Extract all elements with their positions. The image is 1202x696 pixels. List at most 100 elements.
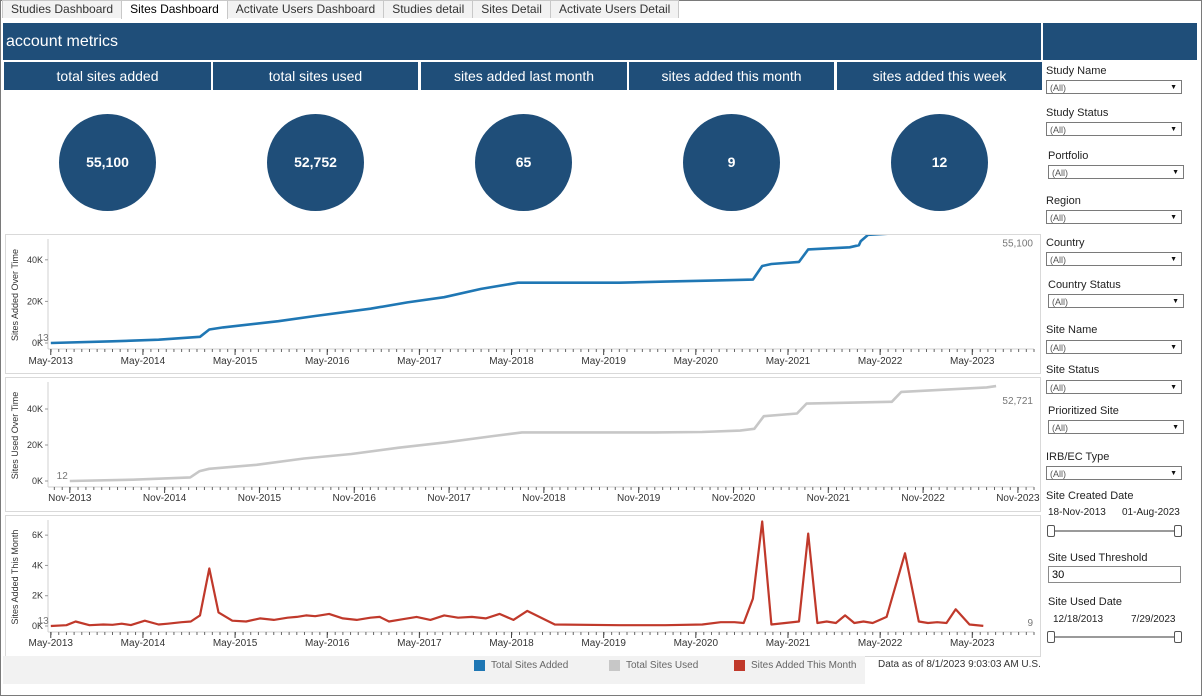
x-tick-label: Nov-2023 [996, 493, 1040, 504]
x-tick-label: May-2021 [766, 638, 811, 649]
chevron-down-icon: ▼ [1172, 298, 1179, 305]
site-used-date-end: 7/29/2023 [1131, 614, 1176, 625]
tab-activate-users-detail[interactable]: Activate Users Detail [549, 0, 680, 18]
x-tick-label: May-2013 [29, 638, 74, 649]
series-line [50, 235, 888, 345]
filter-label-region: Region [1046, 195, 1081, 207]
x-tick-label: Nov-2018 [522, 493, 566, 504]
tab-studies-dashboard[interactable]: Studies Dashboard [2, 0, 123, 18]
filter-select-study-name[interactable]: (All) ▼ [1046, 80, 1182, 94]
filter-label-study-status: Study Status [1046, 107, 1109, 119]
filter-label-study-name: Study Name [1046, 65, 1107, 77]
start-value-label: 12 [57, 471, 69, 482]
chevron-down-icon: ▼ [1170, 344, 1177, 351]
start-value-label: 13 [38, 333, 50, 344]
filter-select-site-status[interactable]: (All) ▼ [1046, 380, 1182, 394]
sites-added-over-time-chart: 0K 20K 40K Sites Added Over Time May-2013 May… [5, 234, 1041, 374]
site-used-date-slider-start-handle[interactable] [1047, 631, 1055, 643]
filter-select-irb-ec-type[interactable]: (All) ▼ [1046, 466, 1182, 480]
filter-select-portfolio[interactable]: (All) ▼ [1048, 165, 1184, 179]
filter-select-prioritized-site[interactable]: (All) ▼ [1048, 420, 1184, 434]
y-tick-label: 0K [32, 476, 43, 486]
x-tick-label: Nov-2016 [333, 493, 377, 504]
site-used-date-slider-track[interactable] [1051, 636, 1180, 638]
kpi-label-sites-added-this-month: sites added this month [629, 62, 834, 90]
x-tick-label: May-2018 [489, 356, 534, 367]
chevron-down-icon: ▼ [1172, 424, 1179, 431]
site-created-date-start: 18-Nov-2013 [1048, 507, 1106, 518]
kpi-label-sites-added-last-month: sites added last month [421, 62, 627, 90]
legend-item-sites-added-this-month[interactable]: Sites Added This Month [734, 660, 856, 671]
kpi-label-total-sites-used: total sites used [213, 62, 418, 90]
site-created-date-slider-start-handle[interactable] [1047, 525, 1055, 537]
site-used-date-slider-end-handle[interactable] [1174, 631, 1182, 643]
site-created-date-end: 01-Aug-2023 [1122, 507, 1180, 518]
x-tick-label: Nov-2014 [143, 493, 187, 504]
legend-item-total-sites-used[interactable]: Total Sites Used [609, 660, 698, 671]
y-tick-label: 0K [32, 621, 43, 631]
legend-label-sites-added-this-month: Sites Added This Month [751, 660, 857, 671]
site-used-threshold-input[interactable]: 30 [1048, 566, 1181, 583]
tab-activate-users-dashboard[interactable]: Activate Users Dashboard [226, 0, 385, 18]
tab-sites-detail[interactable]: Sites Detail [472, 0, 551, 18]
y-tick-label: 6K [32, 530, 43, 540]
x-tick-label: May-2015 [213, 356, 258, 367]
tab-sites-dashboard[interactable]: Sites Dashboard [121, 0, 228, 19]
filter-value-study-name: (All) [1050, 83, 1066, 93]
filter-value-country: (All) [1050, 255, 1066, 265]
chevron-down-icon: ▼ [1170, 384, 1177, 391]
y-axis-title: Sites Used Over Time [10, 392, 20, 480]
filter-value-study-status: (All) [1050, 125, 1066, 135]
x-tick-label: May-2022 [858, 356, 903, 367]
series-line [69, 384, 997, 483]
x-tick-label: May-2020 [674, 638, 719, 649]
site-created-date-slider-track[interactable] [1051, 530, 1180, 532]
x-tick-label: May-2017 [397, 356, 442, 367]
filter-label-site-name: Site Name [1046, 324, 1098, 336]
chevron-down-icon: ▼ [1172, 169, 1179, 176]
filter-label-country-status: Country Status [1048, 279, 1121, 291]
filter-value-site-name: (All) [1050, 343, 1066, 353]
series-line [50, 520, 984, 628]
sites-added-this-month-svg: 0K 2K 4K 6K Sites Added This Month May-2013 Ma… [10, 520, 1035, 649]
filter-value-site-status: (All) [1050, 383, 1066, 393]
end-value-label: 55,100 [1002, 238, 1033, 249]
filter-label-portfolio: Portfolio [1048, 150, 1089, 162]
x-tick-label: May-2015 [213, 638, 258, 649]
legend-swatch-blue [474, 660, 485, 671]
sites-used-over-time-svg: 0K 20K 40K Sites Used Over Time Nov-2013 Nov-… [10, 382, 1040, 504]
legend-item-total-sites-added[interactable]: Total Sites Added [474, 660, 568, 671]
chevron-down-icon: ▼ [1170, 214, 1177, 221]
x-tick-label: May-2016 [305, 356, 350, 367]
tab-strip: Studies Dashboard Sites Dashboard Activa… [2, 0, 680, 19]
legend-label-total-sites-added: Total Sites Added [491, 660, 569, 671]
filter-label-country: Country [1046, 237, 1085, 249]
header-banner: account metrics [3, 23, 1041, 60]
kpi-label-total-sites-added: total sites added [4, 62, 211, 90]
x-tick-label: Nov-2022 [901, 493, 945, 504]
x-tick-label: Nov-2021 [807, 493, 851, 504]
filter-select-country-status[interactable]: (All) ▼ [1048, 294, 1184, 308]
kpi-value-sites-added-this-month: 9 [683, 114, 780, 211]
filter-select-site-name[interactable]: (All) ▼ [1046, 340, 1182, 354]
x-tick-label: May-2022 [858, 638, 903, 649]
filter-select-region[interactable]: (All) ▼ [1046, 210, 1182, 224]
data-refresh-note: Data as of 8/1/2023 9:03:03 AM U.S. [878, 659, 1041, 670]
filter-select-country[interactable]: (All) ▼ [1046, 252, 1182, 266]
x-tick-label: Nov-2020 [712, 493, 756, 504]
x-tick-label: May-2018 [489, 638, 534, 649]
chevron-down-icon: ▼ [1170, 256, 1177, 263]
x-tick-label: May-2019 [581, 638, 626, 649]
header-banner-right [1043, 23, 1197, 60]
kpi-value-sites-added-last-month: 65 [475, 114, 572, 211]
y-tick-label: 20K [27, 440, 43, 450]
site-created-date-slider-end-handle[interactable] [1174, 525, 1182, 537]
tab-studies-detail[interactable]: Studies detail [383, 0, 474, 18]
x-tick-label: May-2020 [674, 356, 719, 367]
x-tick-label: May-2023 [950, 638, 995, 649]
kpi-value-total-sites-added: 55,100 [59, 114, 156, 211]
legend-bar [3, 656, 865, 684]
filter-select-study-status[interactable]: (All) ▼ [1046, 122, 1182, 136]
y-tick-label: 0K [32, 338, 43, 348]
y-tick-label: 4K [32, 560, 43, 570]
